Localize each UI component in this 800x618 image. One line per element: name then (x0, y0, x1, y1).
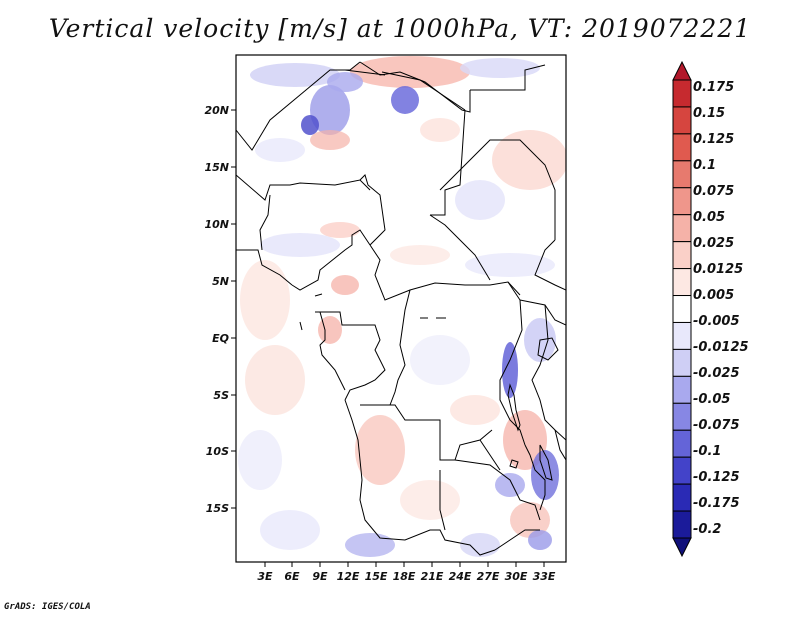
country-boundaries (236, 61, 566, 556)
lon-label: 33E (533, 570, 556, 583)
lat-label: 5S (213, 389, 229, 402)
lon-labels: 3E 6E 9E 12E 15E 18E 21E 24E 27E 30E 33E (257, 570, 555, 583)
lon-label: 6E (284, 570, 300, 583)
colorbar-segment (672, 187, 692, 216)
lon-label: 12E (337, 570, 360, 583)
colorbar-segment (672, 321, 692, 350)
colorbar-label: -0.2 (693, 522, 722, 537)
colorbar-label: -0.125 (693, 470, 740, 485)
colorbar-segment (672, 79, 692, 108)
lon-label: 18E (393, 570, 416, 583)
colorbar-label: -0.175 (693, 496, 740, 511)
lon-label: 15E (365, 570, 388, 583)
lon-label: 24E (449, 570, 472, 583)
colorbar-bottom-arrow (672, 537, 692, 558)
colorbar-segment (672, 402, 692, 431)
map-title: Vertical velocity [m/s] at 1000hPa, VT: … (48, 14, 752, 43)
colorbar-label: -0.025 (693, 366, 740, 381)
colorbar-label: 0.1 (693, 158, 717, 173)
colorbar-label: 0.0125 (693, 262, 744, 277)
lat-label: 20N (204, 104, 229, 117)
colorbar-segment (672, 214, 692, 243)
lon-label: 3E (257, 570, 273, 583)
colorbar-segment (672, 429, 692, 458)
colorbar-segment (672, 456, 692, 485)
colorbar-label: 0.175 (693, 80, 735, 95)
colorbar (672, 60, 692, 558)
colorbar-segment (672, 160, 692, 189)
colorbar-segment (672, 268, 692, 297)
colorbar-label: -0.0125 (693, 340, 749, 355)
colorbar-segment (672, 348, 692, 377)
lat-labels: 20N 15N 10N 5N EQ 5S 10S 15S (204, 104, 229, 515)
colorbar-top-arrow (672, 60, 692, 81)
colorbar-label: 0.005 (693, 288, 735, 303)
lat-ticks (231, 109, 236, 509)
lat-label: 10N (204, 218, 229, 231)
colorbar-segment (672, 133, 692, 162)
lat-label: 5N (212, 275, 229, 288)
plot-frame (235, 54, 567, 563)
lat-label: 15N (204, 161, 229, 174)
colorbar-segment (672, 510, 692, 539)
lon-ticks (264, 562, 545, 567)
colorbar-label: 0.05 (693, 210, 726, 225)
field-shading (238, 56, 566, 557)
colorbar-segment (672, 295, 692, 323)
lon-label: 9E (312, 570, 328, 583)
colorbar-label: -0.05 (693, 392, 731, 407)
lat-label: 15S (206, 502, 229, 515)
colorbar-label: -0.075 (693, 418, 740, 433)
colorbar-label: 0.125 (693, 132, 735, 147)
lon-label: 27E (477, 570, 500, 583)
colorbar-label: 0.075 (693, 184, 735, 199)
colorbar-label: -0.005 (693, 314, 740, 329)
credit-text: GrADS: IGES/COLA (4, 602, 91, 612)
colorbar-label: 0.025 (693, 236, 735, 251)
colorbar-segment (672, 241, 692, 270)
colorbar-segment (672, 106, 692, 135)
lat-label: 10S (206, 445, 229, 458)
lon-label: 30E (505, 570, 528, 583)
colorbar-label: -0.1 (693, 444, 722, 459)
lat-label: EQ (212, 332, 229, 345)
colorbar-label: 0.15 (693, 106, 726, 121)
lon-label: 21E (421, 570, 444, 583)
colorbar-segment (672, 483, 692, 512)
colorbar-segment (672, 375, 692, 404)
